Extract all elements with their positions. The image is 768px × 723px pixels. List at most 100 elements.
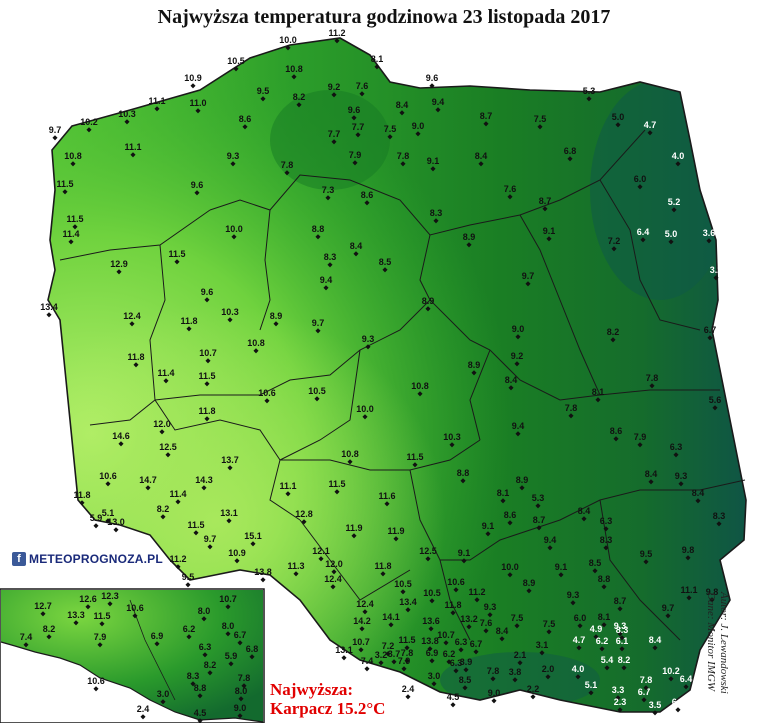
map-station-marker — [327, 262, 333, 268]
country-outline — [47, 37, 747, 713]
map-station-marker — [159, 429, 165, 435]
map-station-value: 7.9 — [398, 656, 411, 666]
map-station: 8.6 — [361, 190, 374, 206]
map-station-value: 10.3 — [221, 307, 239, 317]
map-station: 10.7 — [199, 348, 217, 364]
map-station-value: 8.7 — [480, 111, 493, 121]
map-station: 6.7 — [638, 687, 650, 703]
map-station-marker — [449, 442, 455, 448]
map-station-marker — [713, 275, 719, 281]
map-station-value: 6.2 — [596, 636, 609, 646]
map-station: 2.2 — [527, 684, 539, 700]
inset-station-value: 10.6 — [126, 603, 144, 613]
map-station: 11.4 — [169, 489, 187, 505]
map-station: 8.5 — [589, 558, 601, 574]
map-station-value: 9.3 — [614, 621, 627, 631]
map-station: 8.8 — [312, 224, 325, 240]
map-station-marker — [145, 485, 151, 491]
facebook-icon[interactable]: f — [12, 552, 26, 566]
map-station: 10.8 — [411, 381, 429, 397]
map-station-marker — [610, 337, 616, 343]
map-station-value: 7.4 — [361, 656, 374, 666]
map-station-value: 9.8 — [682, 545, 695, 555]
map-station-marker — [204, 416, 210, 422]
map-station: 9.7 — [522, 271, 534, 287]
map-station-value: 8.1 — [592, 387, 605, 397]
map-station-value: 8.3 — [713, 511, 726, 521]
inset-station-value: 10.7 — [219, 594, 237, 604]
station-labels: 10.0 11.2 10.5 10.8 8.1 10.9 9.5 8.2 9.2 7.6 9.6 5.… — [40, 28, 726, 716]
map-station-marker — [124, 119, 130, 125]
map-station-marker — [545, 674, 551, 680]
map-station-value: 8.4 — [475, 151, 488, 161]
map-station-value: 3.6 — [703, 228, 716, 238]
map-station: 9.3 — [675, 471, 687, 487]
map-station-value: 9.1 — [482, 521, 495, 531]
inset-station-value: 8.0 — [198, 606, 211, 616]
map-station-value: 8.9 — [523, 578, 536, 588]
map-station-marker — [508, 385, 514, 391]
map-station-value: 8.2 — [618, 655, 631, 665]
map-station-marker — [536, 525, 542, 531]
map-station-value: 9.0 — [512, 324, 525, 334]
map-station-marker — [365, 344, 371, 350]
map-station: 11.8 — [127, 352, 145, 368]
map-station: 7.9 — [634, 432, 646, 448]
map-station-marker — [617, 707, 623, 713]
map-station-value: 9.8 — [706, 587, 719, 597]
map-station-marker — [595, 397, 601, 403]
map-station-marker — [190, 83, 196, 89]
map-station-value: 10.6 — [258, 388, 276, 398]
map-station-marker — [685, 555, 691, 561]
map-station-marker — [507, 194, 513, 200]
map-station-value: 9.2 — [511, 351, 524, 361]
map-station-marker — [515, 334, 521, 340]
map-station-value: 8.9 — [468, 360, 481, 370]
map-station-value: 9.1 — [427, 156, 440, 166]
map-station-value: 5.3 — [532, 493, 545, 503]
map-station-marker — [93, 523, 99, 529]
map-station-value: 5.4 — [601, 655, 614, 665]
map-station: 9.8 — [682, 545, 695, 561]
credits: Autor: J. Lewandowski Dane: Monitor IMGW — [704, 592, 730, 694]
map-station: 6.3 — [670, 442, 682, 458]
map-station-value: 8.1 — [371, 54, 384, 64]
map-station: 10.6 — [258, 388, 276, 404]
inset-station-value: 6.7 — [234, 630, 247, 640]
map-station-value: 10.8 — [64, 151, 82, 161]
map-station: 8.6 — [610, 426, 622, 442]
map-station-marker — [588, 690, 594, 696]
map-station-value: 14.2 — [353, 616, 371, 626]
map-station: 9.1 — [427, 156, 440, 172]
map-station-value: 8.8 — [312, 224, 325, 234]
map-station-value: 6.9 — [426, 648, 439, 658]
inset-station-value: 7.8 — [238, 673, 251, 683]
map-station-marker — [362, 414, 368, 420]
map-station-marker — [673, 452, 679, 458]
map-station: 10.0 — [356, 404, 374, 420]
map-station-value: 4.9 — [590, 624, 603, 634]
inset-station-value: 5.9 — [225, 651, 238, 661]
map-station-marker — [665, 613, 671, 619]
map-station: 13.4 — [40, 302, 58, 318]
map-station-value: 9.0 — [488, 688, 501, 698]
map-station-value: 2.4 — [402, 684, 415, 694]
map-station-value: 8.7 — [533, 515, 546, 525]
inset-station-value: 6.3 — [199, 642, 212, 652]
map-station-value: 7.8 — [487, 666, 500, 676]
map-station: 7.4 — [361, 656, 374, 672]
map-station: 8.4 — [649, 635, 661, 651]
map-station-marker — [512, 677, 518, 683]
map-station-marker — [603, 526, 609, 532]
map-station-marker — [352, 160, 358, 166]
map-station: 11.5 — [198, 371, 216, 387]
map-station-value: 10.7 — [437, 630, 455, 640]
map-station-value: 11.2 — [169, 554, 186, 564]
map-station: 8.4 — [350, 241, 362, 257]
map-station-marker — [649, 383, 655, 389]
inset-station-value: 8.3 — [187, 671, 200, 681]
map-station-value: 7.8 — [281, 160, 294, 170]
map-station-value: 13.6 — [422, 616, 440, 626]
map-station-value: 8.6 — [361, 190, 374, 200]
